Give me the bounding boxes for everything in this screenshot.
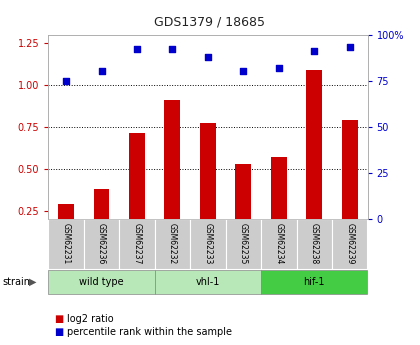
Bar [271,157,287,219]
Point [346,45,353,50]
Bar [332,219,368,269]
Point [276,65,282,70]
Point [205,54,211,59]
Text: GSM62235: GSM62235 [239,223,248,265]
Text: ■: ■ [55,327,64,337]
Text: GSM62233: GSM62233 [203,223,213,265]
Bar [155,219,190,269]
Text: hif-1: hif-1 [304,277,325,287]
Text: GSM62236: GSM62236 [97,223,106,265]
Bar [119,219,155,269]
Point [240,69,247,74]
Bar [226,219,261,269]
Bar [48,270,155,295]
Text: GSM62239: GSM62239 [345,223,354,265]
Bar [129,134,145,219]
Bar [84,219,119,269]
Bar [190,219,226,269]
Bar [261,270,368,295]
Text: GSM62231: GSM62231 [62,223,71,264]
Text: GSM62232: GSM62232 [168,223,177,264]
Text: ▶: ▶ [29,277,36,287]
Bar [261,219,297,269]
Text: percentile rank within the sample: percentile rank within the sample [67,327,232,337]
Point [169,47,176,52]
Bar [165,100,181,219]
Text: GSM62234: GSM62234 [274,223,284,265]
Bar [306,70,322,219]
Bar [58,204,74,219]
Text: wild type: wild type [79,277,124,287]
Point [98,69,105,74]
Point [134,47,140,52]
Text: GSM62237: GSM62237 [132,223,142,265]
Bar [342,120,358,219]
Point [63,78,69,83]
Point [311,48,318,54]
Bar [94,189,110,219]
Text: vhl-1: vhl-1 [196,277,220,287]
Text: strain: strain [2,277,30,287]
Bar [48,219,84,269]
Text: ■: ■ [55,314,64,324]
Bar [200,124,216,219]
Text: GSM62238: GSM62238 [310,223,319,264]
Text: GDS1379 / 18685: GDS1379 / 18685 [155,16,265,29]
Bar [297,219,332,269]
Text: log2 ratio: log2 ratio [67,314,114,324]
Bar [155,270,261,295]
Bar [235,164,251,219]
